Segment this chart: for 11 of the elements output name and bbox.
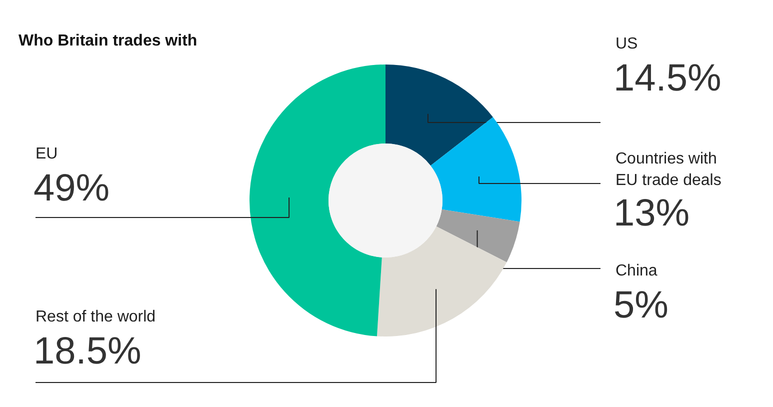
chart-title: Who Britain trades with [18,32,198,50]
data-label: 14.5% [614,58,722,100]
slice-label: Countries with EU trade deals [616,150,722,189]
data-label: 18.5% [34,330,142,372]
slice-label: EU [36,146,58,162]
data-label: 5% [614,284,668,326]
data-label: 49% [34,168,110,210]
slice-label: Rest of the world [36,308,156,326]
slice-label: China [616,262,658,280]
slice-label: US [616,36,638,52]
data-label: 13% [614,192,690,234]
